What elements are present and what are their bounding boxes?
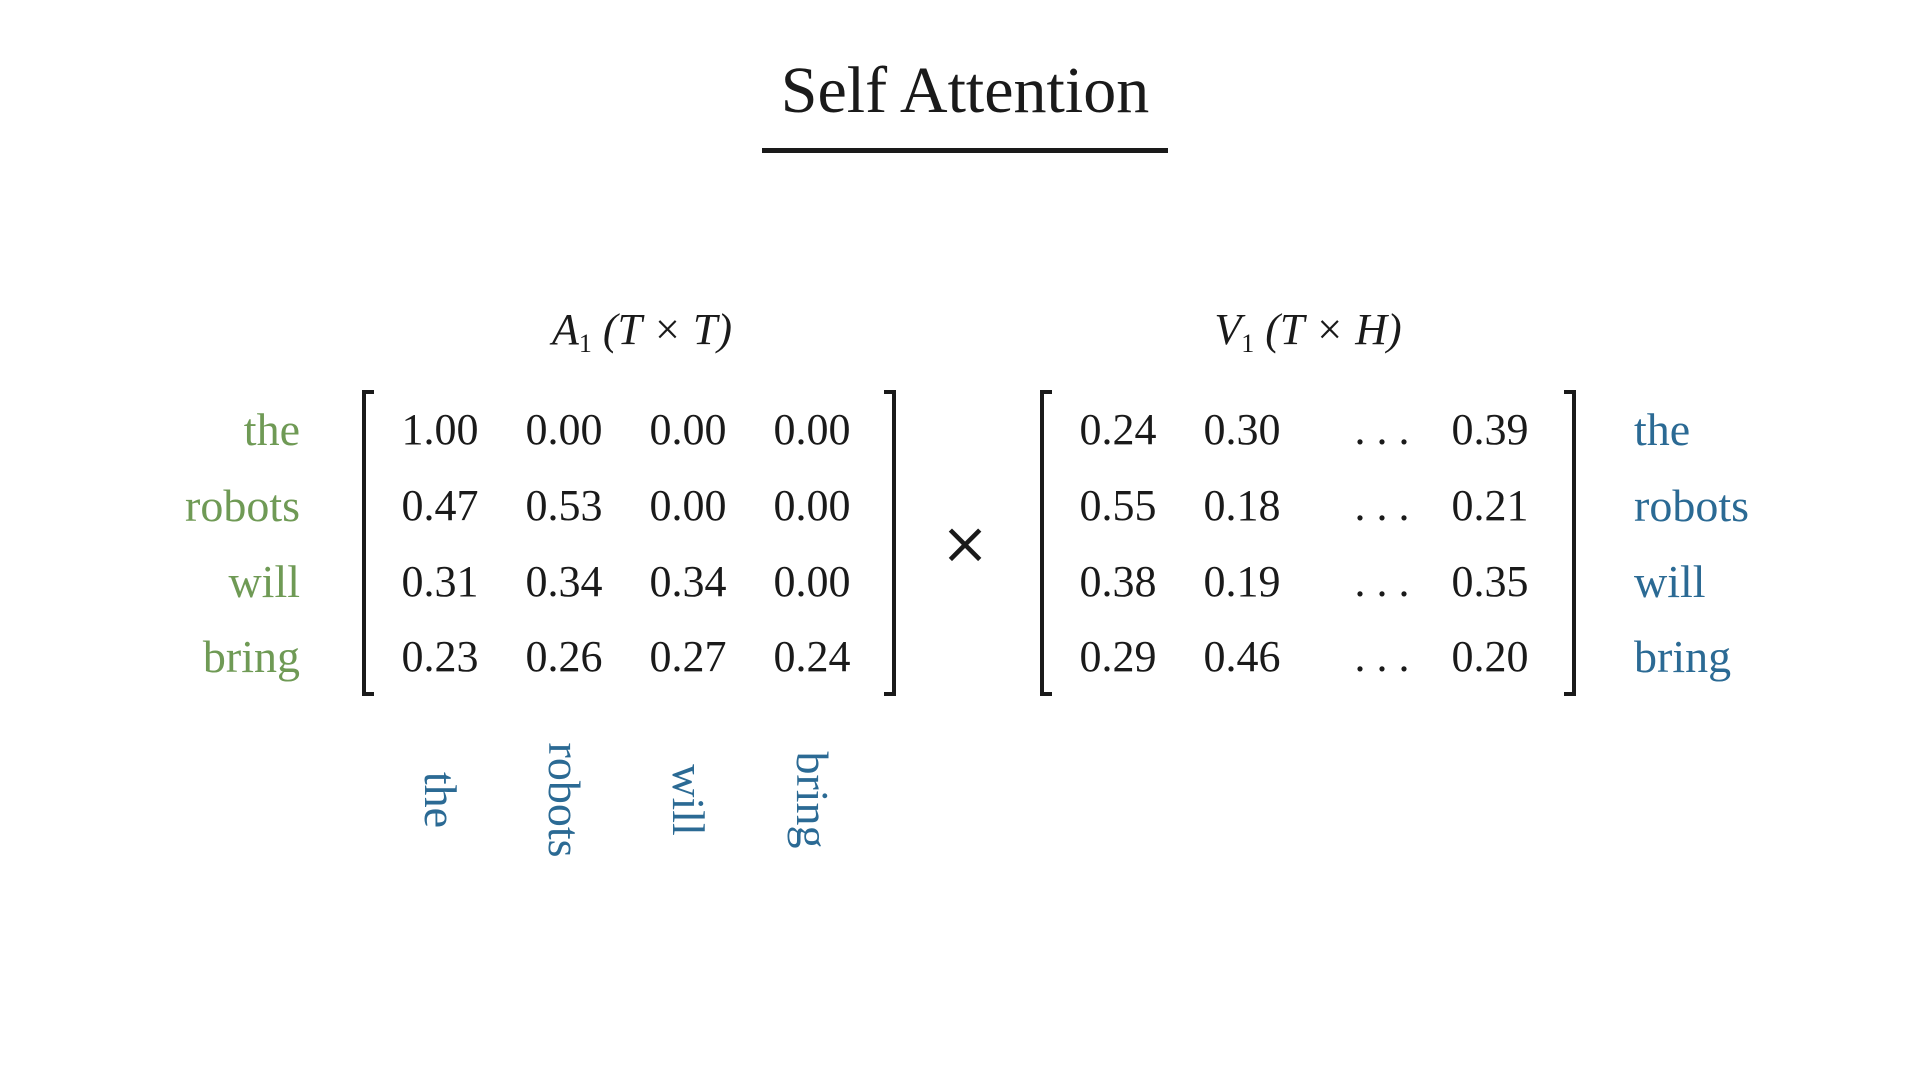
matrix-a-cell: 0.00: [773, 557, 851, 606]
matrix-a-cell: 0.00: [649, 405, 727, 454]
matrix-a-cell: 0.34: [649, 557, 727, 606]
matrix-a-left-bracket: [362, 390, 374, 696]
matrix-a-cell: 0.00: [773, 405, 851, 454]
matrix-v-cell: 0.29: [1079, 632, 1157, 681]
matrix-v-cell: 0.24: [1079, 405, 1157, 454]
matrix-v-cell: 0.35: [1451, 557, 1529, 606]
matrix-a-col-label-text: robots: [539, 742, 590, 858]
matrix-a-cell: 0.00: [773, 481, 851, 530]
matrix-v-row-label: bring: [1634, 631, 1732, 682]
matrix-a-row-label: robots: [185, 480, 300, 531]
matrix-v-caption: V1 (T × H): [1188, 305, 1428, 357]
matrix-a-cell: 0.00: [525, 405, 603, 454]
title-underline: [762, 148, 1168, 153]
matrix-v-cell: 0.20: [1451, 632, 1529, 681]
matrix-v-ellipsis: . . .: [1354, 481, 1410, 530]
matrix-v-ellipsis: . . .: [1354, 405, 1410, 454]
matrix-v-ellipsis: . . .: [1354, 557, 1410, 606]
matrix-v-row-label: robots: [1634, 480, 1749, 531]
matrix-v-left-bracket: [1040, 390, 1052, 696]
matrix-a-col-label-text: will: [663, 764, 714, 836]
matrix-v-cell: 0.19: [1203, 557, 1281, 606]
matrix-a-cell: 0.23: [401, 632, 479, 681]
matrix-a-row-label: will: [228, 556, 300, 607]
matrix-v-cell: 0.18: [1203, 481, 1281, 530]
matrix-a-cell: 0.26: [525, 632, 603, 681]
matrix-v-cell: 0.39: [1451, 405, 1529, 454]
matrix-a-cell: 0.31: [401, 557, 479, 606]
matrix-v-symbol: V: [1214, 305, 1242, 354]
matrix-v-right-bracket: [1564, 390, 1576, 696]
matrix-v-dims: (T × H): [1265, 305, 1402, 354]
multiply-operator: ×: [940, 509, 990, 577]
matrix-a-subscript: 1: [578, 329, 592, 358]
matrix-a-cell: 0.47: [401, 481, 479, 530]
matrix-a-cell: 1.00: [401, 405, 479, 454]
matrix-a-col-label-text: bring: [787, 751, 838, 849]
matrix-v-row-label: will: [1634, 556, 1706, 607]
matrix-v-cell: 0.55: [1079, 481, 1157, 530]
matrix-a-cell: 0.53: [525, 481, 603, 530]
matrix-v-cell: 0.46: [1203, 632, 1281, 681]
matrix-v-cell: 0.38: [1079, 557, 1157, 606]
matrix-v-cell: 0.21: [1451, 481, 1529, 530]
matrix-a-row-label: the: [243, 404, 300, 455]
matrix-a-caption: A1 (T × T): [512, 305, 772, 357]
matrix-v-cell: 0.30: [1203, 405, 1281, 454]
matrix-a-symbol: A: [551, 305, 579, 354]
matrix-a-cell: 0.34: [525, 557, 603, 606]
matrix-a-cell: 0.00: [649, 481, 727, 530]
matrix-a-row-label: bring: [202, 631, 300, 682]
matrix-v-row-label: the: [1634, 404, 1691, 455]
matrix-v-subscript: 1: [1241, 329, 1255, 358]
matrix-a-right-bracket: [884, 390, 896, 696]
matrix-a-cell: 0.27: [649, 632, 727, 681]
page-title: Self Attention: [780, 54, 1150, 127]
matrix-a-dims: (T × T): [602, 305, 733, 354]
matrix-v-ellipsis: . . .: [1354, 632, 1410, 681]
matrix-a-cell: 0.24: [773, 632, 851, 681]
matrix-a-col-label-text: the: [415, 771, 466, 829]
